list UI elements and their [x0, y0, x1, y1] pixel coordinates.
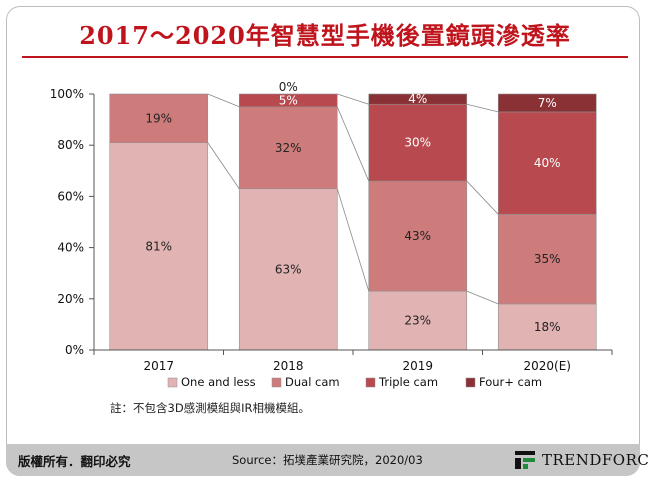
- y-tick-label: 60%: [57, 189, 84, 203]
- x-category-label: 2017: [143, 359, 174, 373]
- x-category-label: 2018: [273, 359, 304, 373]
- bar-segment: [497, 93, 597, 113]
- segment-value-label: 19%: [145, 111, 172, 125]
- source-text: Source：拓墣產業研究院，2020/03: [232, 453, 423, 467]
- bar-segment: [109, 93, 209, 143]
- series-connector-line: [336, 106, 370, 182]
- series-connector-line: [336, 188, 370, 292]
- series-connector-line: [207, 93, 240, 108]
- y-tick-label: 100%: [50, 87, 84, 101]
- y-tick-label: 80%: [57, 138, 84, 152]
- segment-value-label: 7%: [538, 96, 557, 110]
- bar-segment: [238, 188, 338, 351]
- legend-swatch: [465, 377, 476, 388]
- axes: [93, 94, 613, 355]
- trendforce-logo: TRENDFORCE: [514, 449, 650, 471]
- segment-value-label: 81%: [145, 239, 172, 253]
- chart-note: 註：不包含3D感測模組與IR相機模組。: [110, 401, 311, 415]
- segment-value-label: 5%: [279, 93, 298, 107]
- legend: One and less Dual cam Triple cam Four+ cam: [167, 375, 542, 389]
- legend-swatch: [271, 377, 282, 388]
- x-category-label: 2019: [402, 359, 433, 373]
- y-tick-label: 0%: [65, 343, 84, 357]
- trendforce-logo-text: TRENDFORCE: [542, 451, 650, 469]
- title-divider: [22, 56, 628, 58]
- legend-label: Dual cam: [285, 375, 340, 389]
- segment-value-label: 30%: [404, 136, 431, 150]
- bar-segment: [238, 93, 338, 108]
- series-connector-line: [466, 180, 499, 215]
- segment-connectors: [207, 93, 499, 305]
- copyright-text: 版權所有．翻印必究: [18, 454, 131, 469]
- bar-segment: [497, 303, 597, 351]
- x-axis-labels: 2017 2018 2019 2020(E): [143, 359, 571, 373]
- series-connector-line: [207, 142, 240, 189]
- bar-segment: [238, 106, 338, 190]
- bar-segment: [109, 142, 209, 351]
- stacked-bar-chart: 0%20%40%60%80%100% 81%19%63%32%5%0%23%43…: [50, 80, 613, 389]
- bar-segment: [368, 290, 468, 351]
- bar-segment: [497, 111, 597, 215]
- legend-swatch: [167, 377, 178, 388]
- segment-value-label: 40%: [534, 156, 561, 170]
- segment-labels: 81% 19% 63% 32% 5%0% 23% 43% 30% 4% 18% 35% 40% 7%: [145, 80, 560, 334]
- footer-bar: 版權所有．翻印必究 Source：拓墣產業研究院，2020/03 TRENDFO…: [6, 444, 650, 476]
- segment-value-label: 32%: [275, 141, 302, 155]
- bar-segment: [497, 214, 597, 305]
- bar-segment: [368, 93, 468, 105]
- bar-segment: [368, 180, 468, 292]
- legend-label: Four+ cam: [479, 375, 542, 389]
- segment-value-label: 63%: [275, 262, 302, 276]
- segment-value-label: 35%: [534, 252, 561, 266]
- series-connector-line: [466, 290, 499, 305]
- legend-label: Triple cam: [378, 375, 438, 389]
- series-connector-line: [466, 103, 499, 113]
- segment-value-label: 0%: [279, 80, 298, 94]
- segment-value-label: 4%: [408, 92, 427, 106]
- trendforce-logo-icon: [515, 451, 535, 469]
- y-axis-ticks: 0% 20% 40% 60% 80% 100%: [50, 87, 94, 357]
- legend-label: One and less: [181, 375, 256, 389]
- segment-value-label: 18%: [534, 320, 561, 334]
- segment-value-label: 23%: [404, 314, 431, 328]
- legend-swatch: [365, 377, 376, 388]
- y-tick-label: 20%: [57, 292, 84, 306]
- bar-segment: [368, 103, 468, 182]
- x-category-label: 2020(E): [524, 359, 571, 373]
- chart-title: 2017～2020年智慧型手機後置鏡頭滲透率: [79, 21, 571, 50]
- segment-value-label: 43%: [404, 229, 431, 243]
- bars: [109, 93, 597, 351]
- series-connector-line: [337, 93, 369, 105]
- y-tick-label: 40%: [57, 241, 84, 255]
